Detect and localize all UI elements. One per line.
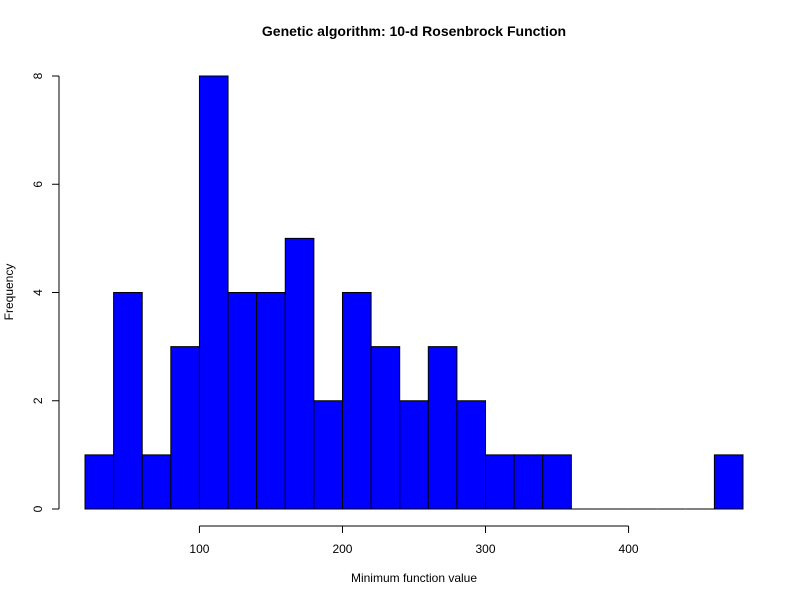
histogram-bar-5 — [227, 292, 258, 510]
histogram-bar-0 — [84, 454, 115, 510]
histogram-bar-11 — [399, 400, 429, 510]
histogram-bar-8 — [313, 400, 343, 510]
y-tick-label: 0 — [31, 505, 45, 512]
x-tick-label: 200 — [332, 542, 352, 556]
y-tick-label: 8 — [31, 72, 45, 79]
histogram-bar-7 — [284, 237, 315, 510]
y-tick-label: 4 — [31, 289, 45, 296]
y-axis-label: Frequency — [2, 264, 16, 321]
histogram-bar-2 — [141, 454, 172, 510]
y-axis: 0 2 4 6 8 — [31, 72, 60, 512]
histogram-bar-12 — [427, 346, 458, 510]
histogram-bar-1 — [113, 292, 143, 510]
bars-group — [84, 75, 744, 510]
chart-title: Genetic algorithm: 10-d Rosenbrock Funct… — [262, 23, 566, 39]
histogram-bar-13 — [456, 400, 487, 510]
x-axis-label: Minimum function value — [351, 571, 477, 585]
y-tick-label: 2 — [31, 397, 45, 404]
histogram-bar-16 — [542, 454, 572, 510]
histogram-bar-6 — [256, 292, 286, 510]
histogram-bar-22 — [713, 454, 744, 510]
histogram-bar-15 — [513, 454, 544, 510]
histogram-bar-9 — [341, 292, 372, 510]
histogram-bar-14 — [485, 454, 515, 510]
x-tick-label: 400 — [619, 542, 639, 556]
y-tick-label: 6 — [31, 181, 45, 188]
x-tick-label: 100 — [189, 542, 209, 556]
x-axis: 100 200 300 400 — [189, 525, 639, 556]
histogram-bar-10 — [370, 346, 401, 510]
x-tick-label: 300 — [476, 542, 496, 556]
histogram-bar-4 — [198, 75, 229, 510]
histogram-bar-3 — [170, 346, 200, 510]
